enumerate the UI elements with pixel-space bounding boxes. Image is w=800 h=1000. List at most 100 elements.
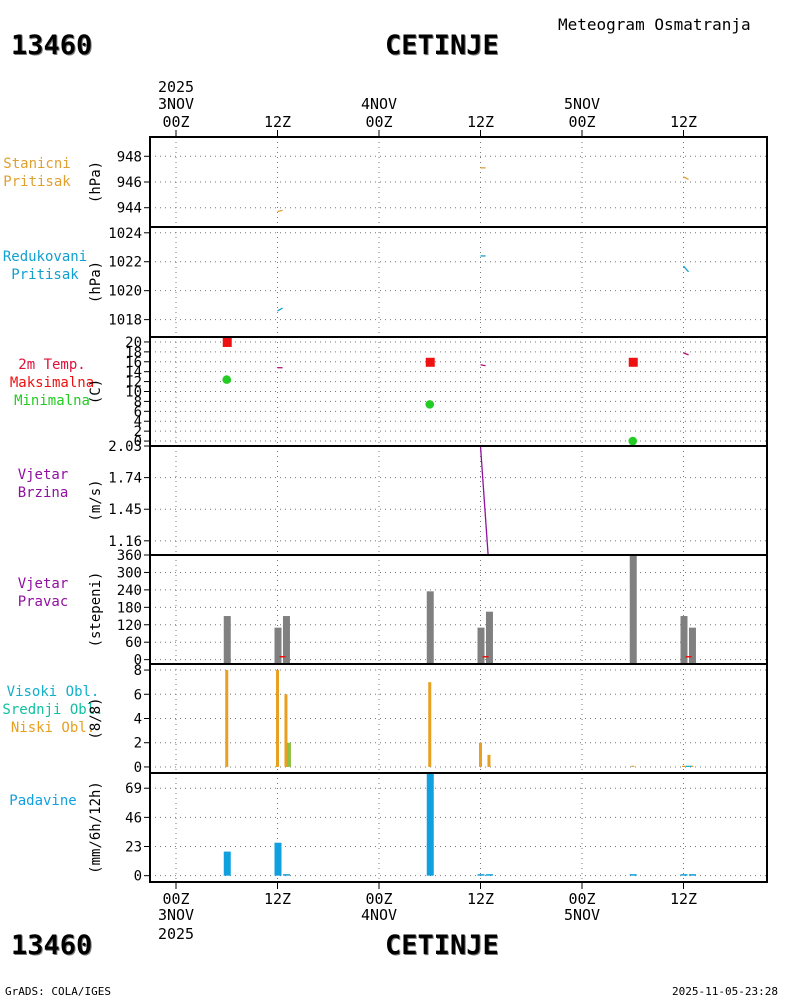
y-tick-label: 10 [125, 385, 142, 401]
x-hour-label: 12Z [670, 113, 697, 131]
header-station-name: CETINJE [385, 30, 499, 61]
wind-direction-bar [485, 611, 493, 664]
title-line: Minimalna [14, 393, 90, 409]
y-tick-label: 2 [134, 424, 142, 440]
panel-frame [149, 336, 768, 447]
reduced_pressure-segment [277, 307, 283, 312]
y-tick-label: 0 [134, 653, 142, 669]
y-tick-label: 69 [125, 781, 142, 797]
temp-segment [683, 352, 689, 356]
wind-direction-bar [680, 616, 688, 664]
tmin-marker [425, 400, 435, 409]
y-tick-label: 20 [125, 335, 142, 351]
title-line: Redukovani [2, 249, 88, 265]
y-tick-label: 60 [125, 635, 142, 651]
precip-bar [688, 874, 696, 876]
y-tick-label: 2.03 [108, 439, 142, 455]
title-line: Maksimalna [9, 375, 95, 391]
y-axis-label: (hPa) [88, 161, 104, 203]
y-tick-label: 240 [117, 583, 142, 599]
title-line: Brzina [17, 485, 69, 501]
panel-frame [149, 226, 768, 338]
y-tick-label: 18 [125, 345, 142, 361]
y-tick-label: 4 [134, 414, 142, 430]
y-tick-label: 944 [117, 201, 142, 217]
title-line: Niski Obl. [10, 720, 96, 736]
x-hour-label: 00Z [162, 113, 189, 131]
y-tick-label: 1022 [108, 255, 142, 271]
precip-bar [274, 842, 282, 876]
footer-station-name: CETINJE [385, 930, 499, 961]
x-hour-label: 00Z [365, 113, 392, 131]
title-line: 2m Temp. [18, 357, 86, 373]
temp-segment [480, 364, 486, 367]
low-cloud-bar [479, 742, 482, 767]
precip-bar [223, 851, 231, 876]
station_pressure-segment [277, 209, 283, 213]
tmin-marker [628, 436, 638, 446]
y-tick-label: 1.16 [108, 534, 142, 550]
precip-bar [282, 874, 290, 876]
x-date-label: 5NOV [564, 95, 600, 113]
title-line: Pravac [17, 594, 69, 610]
panel-frame [149, 772, 768, 883]
low-cloud-bar [487, 754, 491, 767]
y-tick-label: 12 [125, 375, 142, 391]
title-wind-direction: Vjetar Pravac [0, 575, 118, 611]
reduced_pressure-segment [683, 265, 690, 273]
title-line: Visoki Obl. [6, 684, 100, 700]
tmin-marker [222, 375, 232, 384]
station_pressure-segment [683, 176, 689, 181]
y-tick-label: 0 [134, 869, 142, 885]
title-precipitation: Padavine [0, 792, 118, 810]
low-cloud-bar [690, 765, 694, 767]
y-tick-label: 948 [117, 149, 142, 165]
x-hour-label: 00Z [568, 113, 595, 131]
low-cloud-bar [225, 670, 229, 767]
y-tick-label: 16 [125, 355, 142, 371]
y-axis-label: (hPa) [88, 261, 104, 303]
y-tick-label: 23 [125, 840, 142, 856]
y-tick-label: 1018 [108, 313, 142, 329]
low-cloud-bar [631, 765, 635, 767]
y-tick-label: 1020 [108, 284, 142, 300]
title-line: Pritisak [11, 267, 79, 283]
precip-bar [477, 874, 485, 876]
footer-credit: GrADS: COLA/IGES [5, 985, 111, 998]
y-tick-label: 1.45 [108, 502, 142, 518]
x-hour-label: 00Z [568, 890, 595, 908]
tmax-marker [222, 337, 232, 347]
title-line: Vjetar [17, 576, 69, 592]
title-clouds: Visoki Obl. Srednji Obl. Niski Obl. [0, 683, 128, 737]
wind-direction-bar [274, 627, 282, 664]
tmax-marker [628, 357, 638, 367]
y-axis-label: (m/s) [88, 479, 104, 521]
footer-station-id: 13460 [11, 930, 93, 961]
title-station-pressure: Stanicni Pritisak [0, 155, 112, 191]
x-date-label: 3NOV [158, 906, 194, 924]
low-cloud-bar [284, 694, 288, 767]
y-tick-label: 300 [117, 565, 142, 581]
y-tick-label: 1024 [108, 226, 142, 242]
y-tick-label: 360 [117, 548, 142, 564]
x-date-label: 5NOV [564, 906, 600, 924]
y-tick-label: 8 [134, 394, 142, 410]
y-tick-label: 46 [125, 810, 142, 826]
y-tick-label: 180 [117, 600, 142, 616]
title-line: Padavine [9, 793, 77, 809]
y-tick-label: 6 [134, 404, 142, 420]
y-tick-label: 120 [117, 618, 142, 634]
wind-direction-bar [223, 616, 231, 664]
y-tick-label: 2 [134, 736, 142, 752]
x-date-label: 3NOV [158, 95, 194, 113]
x-year-label: 2025 [158, 78, 194, 96]
y-axis-label: (C) [88, 379, 104, 404]
title-line: Stanicni [3, 156, 71, 172]
x-hour-label: 00Z [365, 890, 392, 908]
x-hour-label: 00Z [162, 890, 189, 908]
low-cloud-bar [682, 765, 685, 767]
y-tick-label: 6 [134, 687, 142, 703]
y-tick-label: 946 [117, 175, 142, 191]
precip-bar [629, 874, 637, 876]
